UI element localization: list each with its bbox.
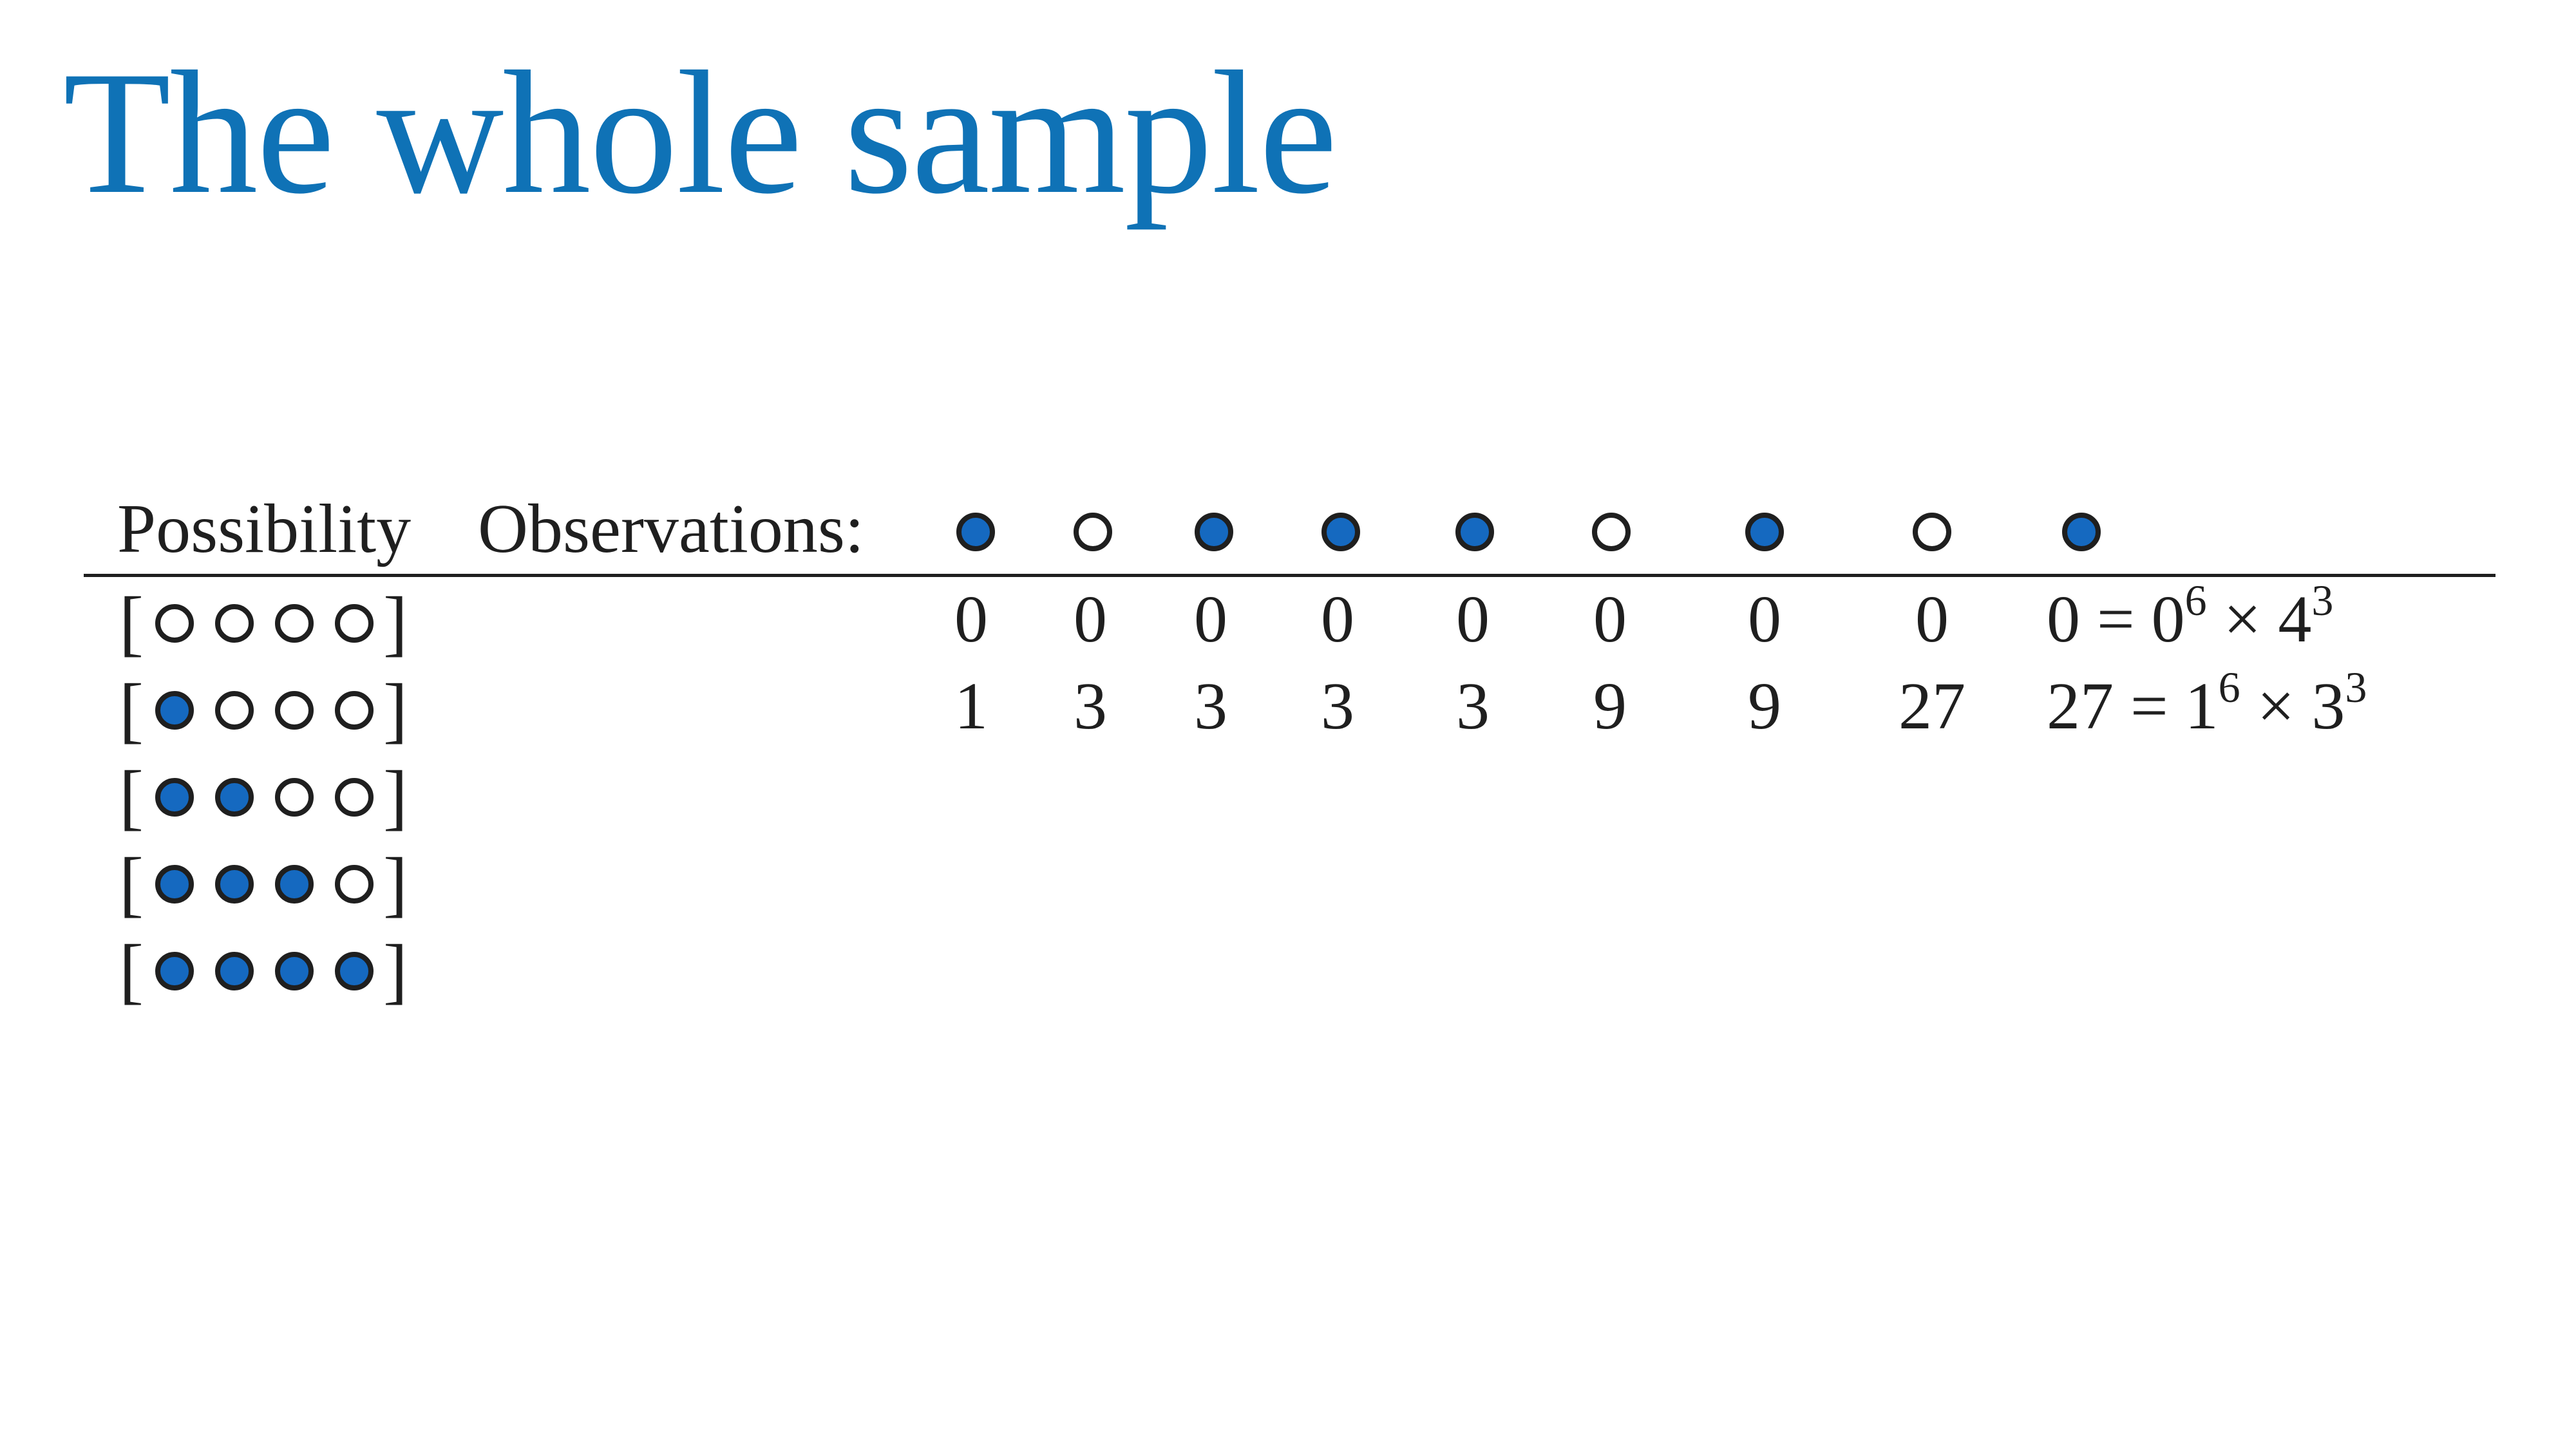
observations-header: Observations: xyxy=(478,491,864,567)
possibility-row: [] xyxy=(119,586,415,670)
possibility-row: [] xyxy=(119,934,415,1018)
count-cell: 9 xyxy=(1593,669,1627,743)
left-bracket: [ xyxy=(119,755,144,837)
blue-marble-icon xyxy=(215,778,254,817)
row-total: 0 xyxy=(2047,582,2080,656)
count-cell: 0 xyxy=(1456,582,1490,656)
left-bracket: [ xyxy=(119,668,144,750)
row-total-equation: 0 = 06 × 43 xyxy=(2047,578,2333,653)
white-marble-icon xyxy=(335,691,374,730)
blue-marble-icon xyxy=(335,952,374,990)
count-cell: 3 xyxy=(1194,669,1227,743)
base-one: 0 xyxy=(2151,582,2185,656)
blue-marble-icon xyxy=(275,952,314,990)
blue-marble-icon xyxy=(956,513,995,551)
base-two: 4 xyxy=(2278,582,2312,656)
right-bracket: ] xyxy=(383,755,408,837)
blue-marble-icon xyxy=(275,865,314,904)
white-marble-icon xyxy=(1592,513,1631,551)
white-marble-icon xyxy=(335,865,374,904)
count-cell: 0 xyxy=(1074,582,1107,656)
exponent-two: 3 xyxy=(2345,663,2367,712)
exponent-two: 3 xyxy=(2311,576,2334,625)
blue-marble-icon xyxy=(155,778,194,817)
count-cell: 0 xyxy=(954,582,988,656)
count-cell: 3 xyxy=(1074,669,1107,743)
count-cell: 0 xyxy=(1748,582,1781,656)
white-marble-icon xyxy=(335,604,374,643)
right-bracket: ] xyxy=(383,842,408,924)
count-cell: 0 xyxy=(1915,582,1949,656)
count-cell: 9 xyxy=(1748,669,1781,743)
possibility-row: [] xyxy=(119,673,415,757)
exponent-one: 6 xyxy=(2218,663,2240,712)
row-total-equation: 27 = 16 × 33 xyxy=(2047,665,2367,740)
left-bracket: [ xyxy=(119,842,144,924)
white-marble-icon xyxy=(275,604,314,643)
base-one: 1 xyxy=(2184,669,2219,743)
exponent-one: 6 xyxy=(2184,576,2207,625)
possibility-row: [] xyxy=(119,847,415,931)
count-cell: 27 xyxy=(1899,669,1965,743)
equals-sign: = xyxy=(2097,582,2135,656)
times-sign: × xyxy=(2223,582,2262,656)
base-two: 3 xyxy=(2311,669,2345,743)
count-cell: 0 xyxy=(1321,582,1354,656)
white-marble-icon xyxy=(275,778,314,817)
times-sign: × xyxy=(2257,669,2295,743)
right-bracket: ] xyxy=(383,929,408,1011)
white-marble-icon xyxy=(155,604,194,643)
white-marble-icon xyxy=(275,691,314,730)
white-marble-icon xyxy=(1074,513,1112,551)
count-cell: 3 xyxy=(1456,669,1490,743)
possibility-row: [] xyxy=(119,760,415,844)
white-marble-icon xyxy=(1913,513,1951,551)
blue-marble-icon xyxy=(215,952,254,990)
slide-title: The whole sample xyxy=(63,35,1338,231)
right-bracket: ] xyxy=(383,582,408,663)
blue-marble-icon xyxy=(155,691,194,730)
count-cell: 1 xyxy=(954,669,988,743)
blue-marble-icon xyxy=(2062,513,2101,551)
blue-marble-icon xyxy=(155,865,194,904)
blue-marble-icon xyxy=(1745,513,1784,551)
left-bracket: [ xyxy=(119,582,144,663)
left-bracket: [ xyxy=(119,929,144,1011)
white-marble-icon xyxy=(335,778,374,817)
count-cell: 0 xyxy=(1194,582,1227,656)
white-marble-icon xyxy=(215,604,254,643)
possibility-header: Possibility xyxy=(117,491,412,567)
row-total: 27 xyxy=(2047,669,2114,743)
count-cell: 3 xyxy=(1321,669,1354,743)
header-divider xyxy=(84,574,2496,577)
count-cell: 0 xyxy=(1593,582,1627,656)
blue-marble-icon xyxy=(1195,513,1233,551)
blue-marble-icon xyxy=(215,865,254,904)
blue-marble-icon xyxy=(1321,513,1360,551)
equals-sign: = xyxy=(2130,669,2168,743)
right-bracket: ] xyxy=(383,668,408,750)
blue-marble-icon xyxy=(155,952,194,990)
white-marble-icon xyxy=(215,691,254,730)
blue-marble-icon xyxy=(1455,513,1494,551)
